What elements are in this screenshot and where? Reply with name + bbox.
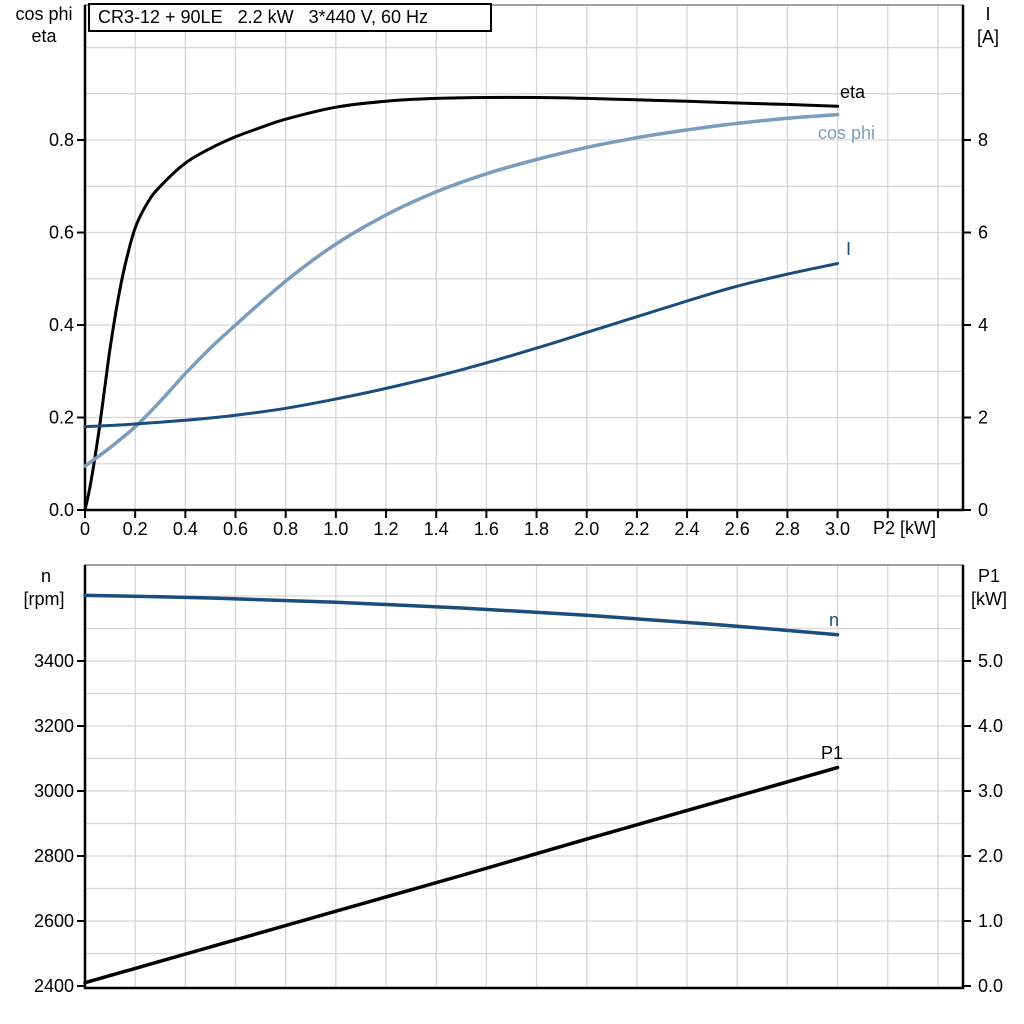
- bottom-right-axis-title-line1: P1: [977, 566, 1001, 586]
- series-curve-cos-phi: [83, 112, 840, 468]
- x-axis-title: P2 [kW]: [873, 518, 937, 538]
- x-tick-label: 2.0: [574, 519, 599, 539]
- left-tick-label: 3400: [34, 651, 74, 671]
- left-tick-label: 0.6: [49, 223, 74, 243]
- right-tick-label: 3.0: [978, 781, 1003, 801]
- left-axis-title-line1: cos phi: [15, 4, 73, 24]
- x-tick-label: 0: [80, 519, 90, 539]
- left-tick-label: 0.4: [49, 315, 74, 335]
- curve-label-eta: eta: [840, 82, 866, 102]
- x-tick-label: 2.6: [725, 519, 750, 539]
- x-tick-label: 1.0: [323, 519, 348, 539]
- right-tick-label: 6: [978, 223, 988, 243]
- right-tick-label: 0: [978, 500, 988, 520]
- x-tick-label: 0.8: [273, 519, 298, 539]
- right-tick-label: 1.0: [978, 911, 1003, 931]
- left-tick-label: 2400: [34, 976, 74, 996]
- right-tick-label: 2.0: [978, 846, 1003, 866]
- bottom-chart: 2400 2600 2800 3000 3200 3400 0.0 1.0 2.0 3.0 4.0 5…: [34, 564, 1003, 996]
- left-tick-label: 0.0: [49, 500, 74, 520]
- top-chart: 0.0 0.2 0.4 0.6 0.8 0 2 4 6 8 0 0.2 0.4 0.6 0.8 1.0 1.2 1…: [49, 4, 988, 539]
- right-tick-label: 5.0: [978, 651, 1003, 671]
- x-tick-label: 2.4: [675, 519, 700, 539]
- x-tick-label: 1.2: [374, 519, 399, 539]
- series-curve-i: [83, 262, 840, 429]
- chart-title: CR3-12 + 90LE 2.2 kW 3*440 V, 60 Hz: [88, 3, 492, 32]
- left-tick-label: 0.8: [49, 130, 74, 150]
- right-tick-label: 4.0: [978, 716, 1003, 736]
- series-curve-eta: [83, 95, 840, 512]
- x-tick-label: 3.0: [825, 519, 850, 539]
- bottom-left-axis-title-line2: [rpm]: [23, 589, 65, 609]
- x-tick-label: 1.8: [524, 519, 549, 539]
- right-tick-label: 4: [978, 315, 988, 335]
- bottom-left-axis-title-line1: n: [40, 566, 52, 586]
- x-tick-label: 2.8: [775, 519, 800, 539]
- left-tick-label: 3200: [34, 716, 74, 736]
- curve-label-p1: P1: [821, 743, 844, 763]
- x-tick-label: 0.4: [173, 519, 198, 539]
- left-tick-label: 0.2: [49, 408, 74, 428]
- curve-label-cos-phi: cos phi: [818, 123, 876, 143]
- left-axis-title-line2: eta: [31, 26, 57, 46]
- series-curve-p1: [83, 765, 840, 985]
- series-curve-n: [83, 593, 840, 637]
- right-axis-title-line2: [A]: [976, 27, 1000, 47]
- x-tick-label: 0.2: [123, 519, 148, 539]
- x-tick-label: 1.6: [474, 519, 499, 539]
- left-tick-label: 2800: [34, 846, 74, 866]
- bottom-right-axis-title-line2: [kW]: [971, 589, 1007, 609]
- left-tick-label: 2600: [34, 911, 74, 931]
- x-tick-label: 2.2: [624, 519, 649, 539]
- right-tick-label: 2: [978, 408, 988, 428]
- curve-label-speed: n: [829, 610, 840, 630]
- right-tick-label: 0.0: [978, 976, 1003, 996]
- x-tick-label: 1.4: [424, 519, 449, 539]
- curve-label-current: I: [846, 239, 852, 259]
- left-tick-label: 3000: [34, 781, 74, 801]
- right-axis-title-line1: I: [985, 4, 991, 24]
- right-tick-label: 8: [978, 130, 988, 150]
- x-tick-label: 0.6: [223, 519, 248, 539]
